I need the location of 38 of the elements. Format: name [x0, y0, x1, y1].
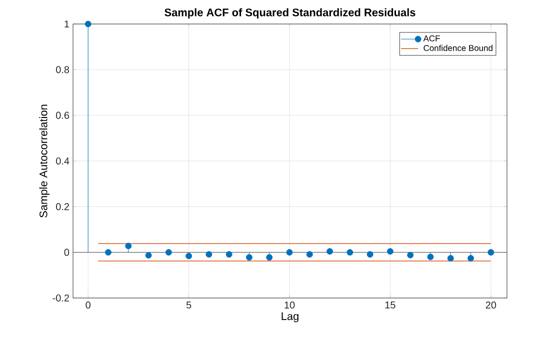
- y-tick-label: 1: [64, 20, 70, 28]
- point: [84, 20, 92, 28]
- point: [145, 252, 152, 259]
- point: [286, 249, 293, 256]
- point: [226, 251, 232, 258]
- point: [306, 251, 313, 258]
- point: [266, 254, 273, 261]
- point: [488, 249, 494, 256]
- y-axis-title: Sample Autocorrelation: [39, 104, 50, 218]
- point: [427, 254, 434, 260]
- x-tick-label: 20: [486, 302, 496, 309]
- point: [206, 251, 212, 258]
- point: [165, 249, 172, 256]
- y-tick-label: 0.4: [56, 157, 70, 165]
- point: [468, 255, 474, 262]
- y-tick-label: 0.2: [56, 203, 69, 210]
- x-axis-title: Lag: [282, 312, 298, 322]
- y-tick-label: 0.6: [56, 112, 70, 119]
- legend-label: Confidence Bound: [424, 44, 492, 52]
- point: [246, 254, 252, 261]
- point: [125, 242, 132, 250]
- point: [386, 248, 394, 255]
- point: [447, 255, 454, 262]
- point: [186, 252, 192, 260]
- x-tick-label: 10: [284, 302, 295, 309]
- point: [105, 249, 112, 256]
- point: [366, 251, 374, 258]
- x-tick-label: 15: [385, 302, 396, 308]
- y-tick-label: -0.2: [52, 294, 69, 302]
- y-tick-label: 0.8: [56, 66, 70, 74]
- chart-title: Sample ACF of Squared Standardized Residuals: [164, 8, 416, 18]
- y-tick-label: 0: [64, 248, 70, 256]
- point: [326, 248, 334, 255]
- point: [346, 249, 354, 256]
- legend-label: ACF: [423, 35, 440, 42]
- x-tick-label: 0: [86, 302, 90, 309]
- point: [407, 252, 414, 258]
- x-tick-label: 5: [186, 302, 192, 308]
